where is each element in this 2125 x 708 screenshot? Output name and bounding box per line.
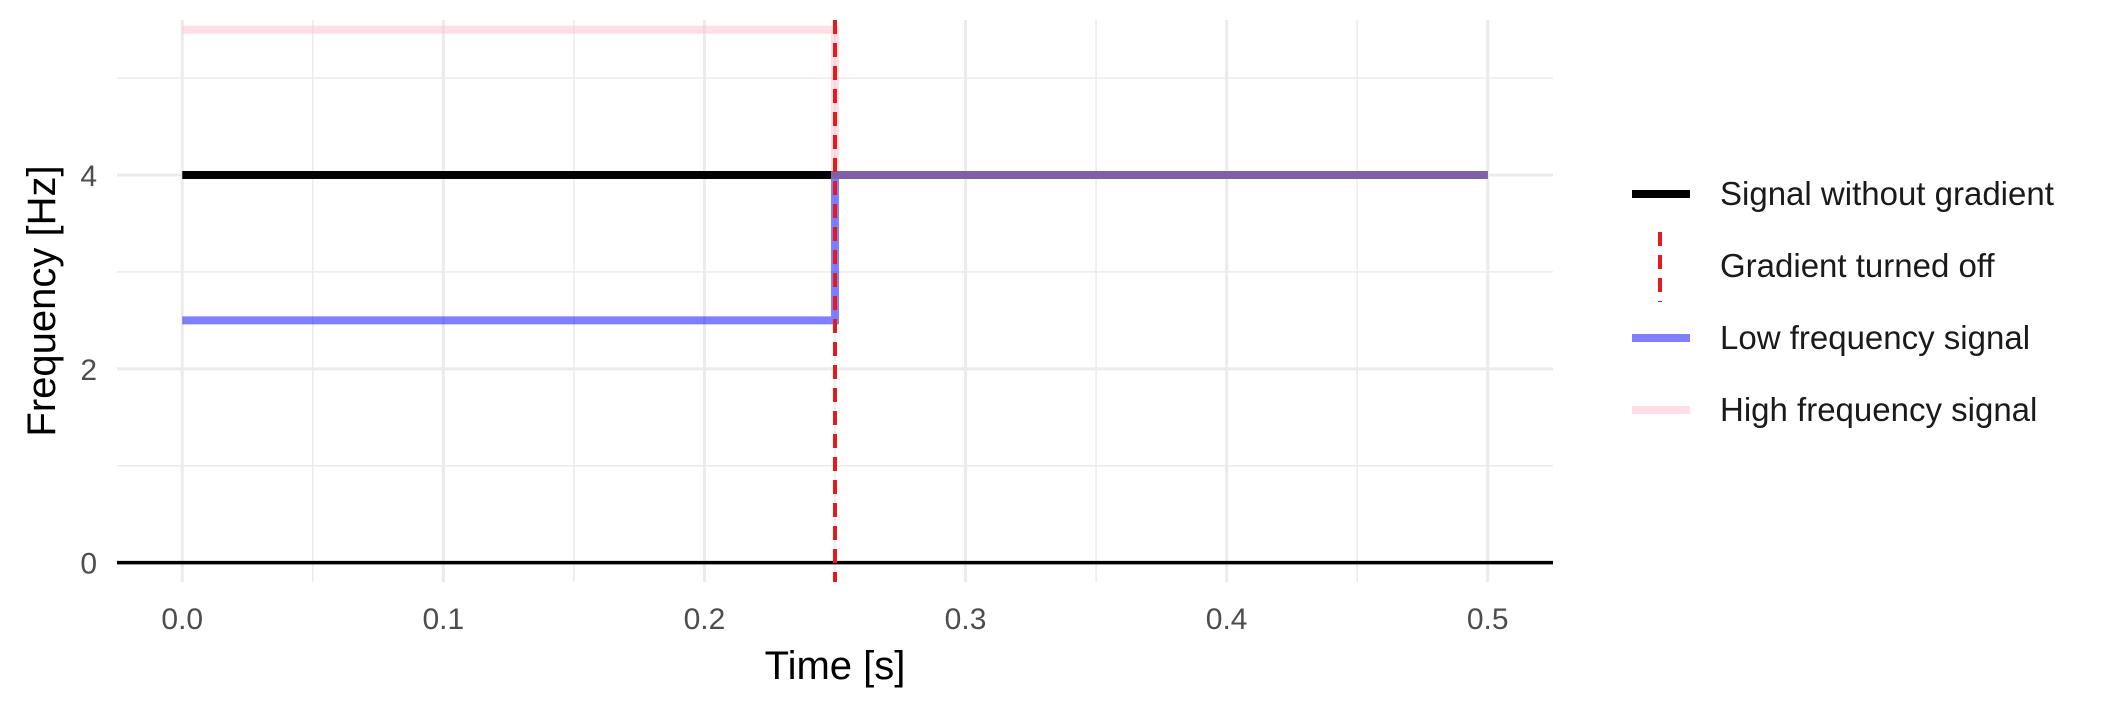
y-axis-tick-labels: 0 2 4: [80, 160, 97, 581]
legend-item: High frequency signal: [1632, 391, 2037, 428]
x-axis-tick-labels: 0.0 0.1 0.2 0.3 0.4 0.5: [161, 603, 1508, 636]
legend-item: Gradient turned off: [1658, 230, 1995, 302]
y-tick-label: 2: [80, 354, 97, 387]
y-tick-label: 0: [80, 548, 97, 581]
y-axis-title: Frequency [Hz]: [20, 165, 64, 436]
legend-label: Low frequency signal: [1720, 319, 2030, 356]
x-tick-label: 0.5: [1467, 603, 1509, 636]
x-tick-label: 0.4: [1206, 603, 1248, 636]
x-tick-label: 0.1: [423, 603, 465, 636]
x-tick-label: 0.0: [161, 603, 203, 636]
x-tick-label: 0.2: [684, 603, 726, 636]
legend-label: High frequency signal: [1720, 391, 2037, 428]
plot-series: [182, 20, 1488, 582]
x-tick-label: 0.3: [945, 603, 987, 636]
x-axis-title: Time [s]: [765, 644, 906, 688]
legend-label: Signal without gradient: [1720, 175, 2054, 212]
legend-item: Low frequency signal: [1632, 319, 2030, 356]
legend-label: Gradient turned off: [1720, 247, 1995, 284]
legend-item: Signal without gradient: [1632, 175, 2054, 212]
legend: Signal without gradient Gradient turned o…: [1632, 175, 2054, 428]
y-tick-label: 4: [80, 160, 97, 193]
